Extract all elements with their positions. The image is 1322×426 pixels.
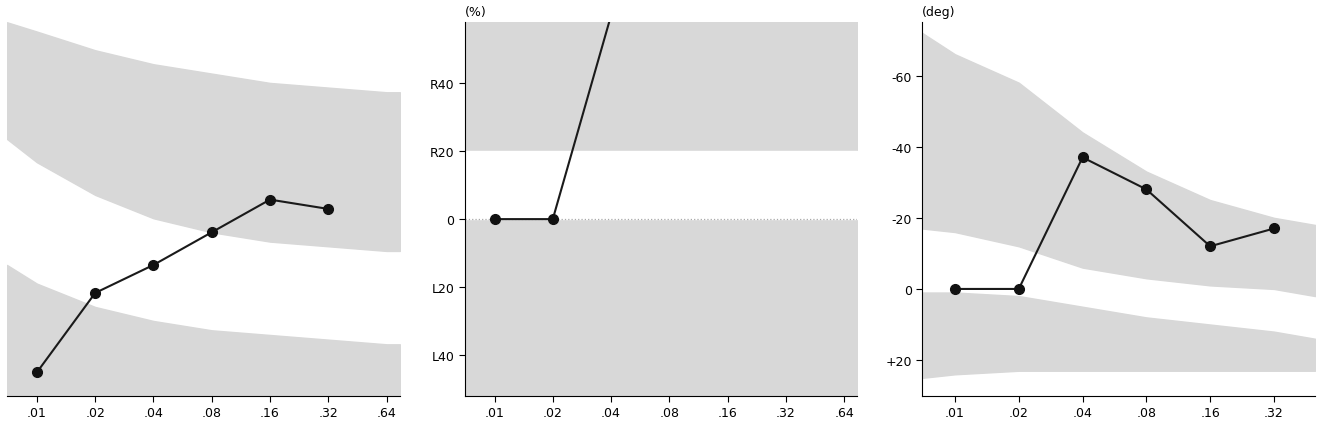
Text: (deg): (deg) [923, 6, 956, 20]
Text: (%): (%) [464, 6, 486, 20]
